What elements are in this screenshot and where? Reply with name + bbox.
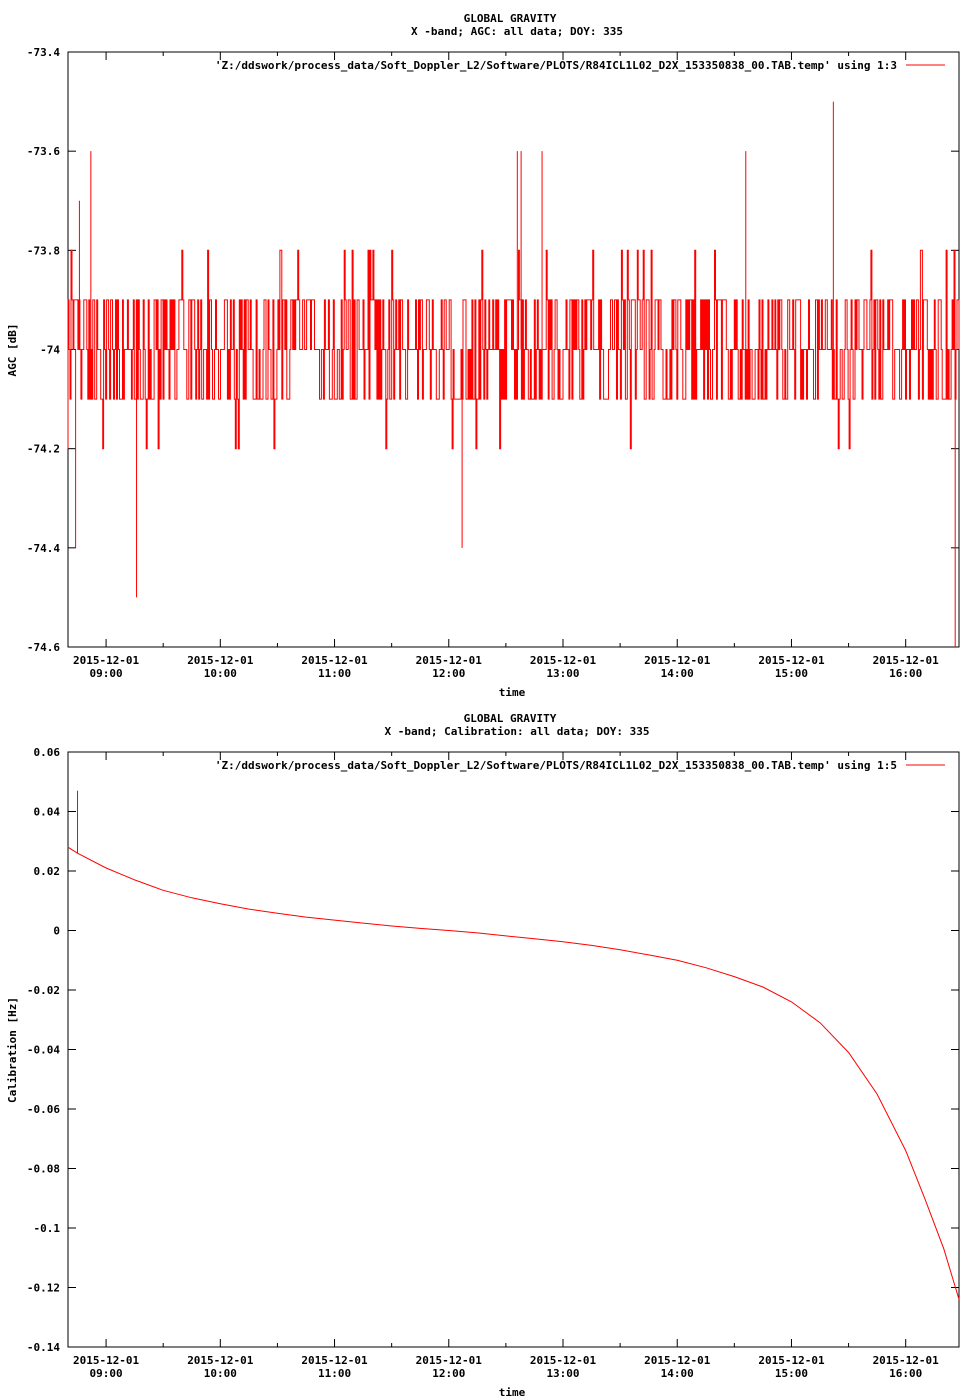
x-tick-date: 2015-12-01 [873, 654, 940, 667]
x-tick-date: 2015-12-01 [416, 654, 483, 667]
chart-subtitle: X -band; Calibration: all data; DOY: 335 [385, 725, 650, 738]
x-tick-date: 2015-12-01 [758, 654, 825, 667]
x-axis-label: time [499, 686, 526, 699]
x-axis-label: time [499, 1386, 526, 1399]
x-tick-date: 2015-12-01 [644, 1354, 711, 1367]
y-ticks: -74.6 -74.4 -74.2 -74 -73.8 -73.6 -73.4 [27, 46, 959, 654]
x-tick-time: 13:00 [546, 667, 579, 680]
calibration-chart: GLOBAL GRAVITY X -band; Calibration: all… [6, 712, 960, 1399]
x-tick-date: 2015-12-01 [416, 1354, 483, 1367]
x-tick-date: 2015-12-01 [73, 654, 140, 667]
x-tick-time: 14:00 [661, 1367, 694, 1380]
y-tick-label: -0.04 [27, 1044, 60, 1057]
x-tick-time: 11:00 [318, 667, 351, 680]
x-ticks: 2015-12-0109:002015-12-0110:002015-12-01… [73, 52, 939, 680]
y-tick-label: -74.4 [27, 542, 60, 555]
legend-label: 'Z:/ddswork/process_data/Soft_Doppler_L2… [215, 59, 897, 72]
y-tick-label: 0.06 [34, 746, 61, 759]
chart-title: GLOBAL GRAVITY [464, 712, 557, 725]
y-tick-label: -0.06 [27, 1103, 60, 1116]
x-tick-date: 2015-12-01 [187, 1354, 254, 1367]
x-tick-date: 2015-12-01 [301, 1354, 368, 1367]
chart-title: GLOBAL GRAVITY [464, 12, 557, 25]
series-line [67, 249, 960, 450]
x-tick-time: 12:00 [432, 1367, 465, 1380]
x-tick-date: 2015-12-01 [644, 654, 711, 667]
x-tick-date: 2015-12-01 [530, 654, 597, 667]
y-tick-label: -73.8 [27, 244, 60, 257]
x-tick-date: 2015-12-01 [758, 1354, 825, 1367]
y-axis-label: Calibration [Hz] [6, 997, 19, 1103]
x-tick-date: 2015-12-01 [873, 1354, 940, 1367]
x-tick-time: 12:00 [432, 667, 465, 680]
y-tick-label: -0.02 [27, 984, 60, 997]
agc-series [67, 101, 960, 647]
calibration-series [67, 790, 960, 1300]
y-tick-label: -74.6 [27, 641, 60, 654]
y-tick-label: -0.08 [27, 1163, 60, 1176]
x-tick-time: 14:00 [661, 667, 694, 680]
agc-chart: GLOBAL GRAVITY X -band; AGC: all data; D… [6, 12, 960, 699]
x-tick-time: 15:00 [775, 667, 808, 680]
x-tick-time: 16:00 [889, 667, 922, 680]
y-axis-label: AGC [dB] [6, 324, 19, 377]
series-line [67, 846, 960, 1300]
y-tick-label: 0.04 [34, 806, 61, 819]
y-tick-label: 0.02 [34, 865, 61, 878]
x-tick-date: 2015-12-01 [530, 1354, 597, 1367]
y-tick-label: -73.4 [27, 46, 60, 59]
chart-subtitle: X -band; AGC: all data; DOY: 335 [411, 25, 623, 38]
y-tick-label: 0 [53, 925, 60, 938]
y-tick-label: -0.14 [27, 1341, 60, 1354]
y-tick-label: -74 [40, 344, 60, 357]
x-tick-date: 2015-12-01 [301, 654, 368, 667]
x-tick-time: 16:00 [889, 1367, 922, 1380]
x-tick-date: 2015-12-01 [187, 654, 254, 667]
x-tick-time: 09:00 [90, 667, 123, 680]
x-tick-time: 11:00 [318, 1367, 351, 1380]
plot-frame [67, 751, 960, 1348]
x-tick-time: 15:00 [775, 1367, 808, 1380]
y-tick-label: -74.2 [27, 443, 60, 456]
x-tick-time: 09:00 [90, 1367, 123, 1380]
x-ticks: 2015-12-0109:002015-12-0110:002015-12-01… [73, 752, 939, 1380]
y-tick-label: -73.6 [27, 145, 60, 158]
x-tick-date: 2015-12-01 [73, 1354, 140, 1367]
x-tick-time: 10:00 [204, 667, 237, 680]
y-tick-label: -0.12 [27, 1282, 60, 1295]
x-tick-time: 10:00 [204, 1367, 237, 1380]
x-tick-time: 13:00 [546, 1367, 579, 1380]
y-ticks: -0.14 -0.12 -0.1 -0.08 -0.06 -0.04 -0.02 0 0.02 0… [27, 746, 959, 1354]
y-tick-label: -0.1 [34, 1222, 61, 1235]
legend-label: 'Z:/ddswork/process_data/Soft_Doppler_L2… [215, 759, 897, 772]
